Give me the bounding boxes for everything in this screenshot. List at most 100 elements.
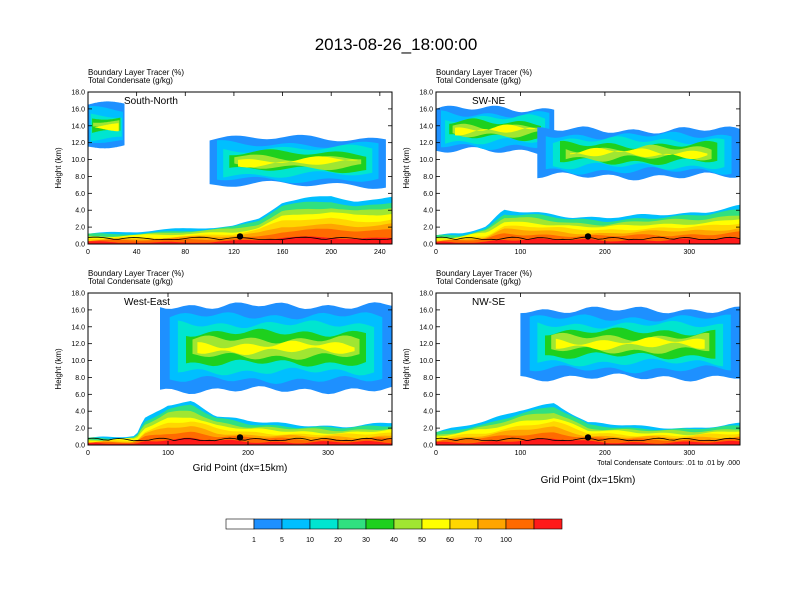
x-tick-label: 40: [133, 249, 141, 256]
x-axis-label: Grid Point (dx=15km): [541, 475, 636, 486]
y-tick-label: 8.0: [423, 375, 433, 382]
location-marker: [584, 434, 592, 441]
location-marker: [584, 233, 592, 240]
upper-layer-band: [197, 340, 355, 355]
y-tick-label: 6.0: [75, 191, 85, 198]
panel-label: South-North: [124, 96, 178, 107]
x-tick-label: 300: [322, 450, 334, 457]
colorbar-label: 20: [334, 537, 342, 544]
y-tick-label: 2.0: [75, 225, 85, 232]
y-tick-label: 10.0: [419, 358, 433, 365]
subtitle-condensate: Total Condensate (g/kg): [436, 277, 521, 286]
y-tick-label: 8.0: [75, 375, 85, 382]
colorbar-label: 10: [306, 537, 314, 544]
figure-title: 2013-08-26_18:00:00: [315, 35, 478, 54]
y-tick-label: 14.0: [71, 123, 85, 130]
y-axis-label: Height (km): [54, 348, 63, 390]
boundary-layer-band: [88, 437, 392, 445]
subtitle-condensate: Total Condensate (g/kg): [436, 76, 521, 85]
y-tick-label: 6.0: [423, 191, 433, 198]
panel-sw-ne: Boundary Layer Tracer (%)Total Condensat…: [402, 68, 741, 256]
x-tick-label: 100: [515, 249, 527, 256]
panel-nw-se: Boundary Layer Tracer (%)Total Condensat…: [402, 269, 741, 486]
y-tick-label: 18.0: [419, 90, 433, 97]
panel-label: West-East: [124, 297, 170, 308]
colorbar-swatch: [309, 518, 339, 530]
plot-area: [436, 92, 740, 244]
plot-area: [88, 293, 392, 445]
y-axis-label: Height (km): [402, 147, 411, 189]
y-tick-label: 18.0: [419, 291, 433, 298]
subtitle-tracer: Boundary Layer Tracer (%): [436, 269, 532, 278]
y-tick-label: 4.0: [423, 208, 433, 215]
plot-frame: [87, 91, 393, 245]
subtitle-tracer: Boundary Layer Tracer (%): [88, 68, 184, 77]
y-tick-label: 14.0: [71, 324, 85, 331]
colorbar-label: 5: [280, 537, 284, 544]
x-tick-label: 160: [277, 249, 289, 256]
y-tick-label: 4.0: [75, 208, 85, 215]
colorbar-swatch: [337, 518, 367, 530]
boundary-layer-band: [436, 237, 740, 244]
y-axis-label: Height (km): [402, 348, 411, 390]
x-tick-label: 300: [683, 249, 695, 256]
y-tick-label: 2.0: [423, 426, 433, 433]
y-tick-label: 10.0: [71, 358, 85, 365]
colorbar-label: 30: [362, 537, 370, 544]
x-tick-label: 200: [242, 450, 254, 457]
y-tick-label: 16.0: [71, 106, 85, 113]
y-tick-label: 16.0: [419, 106, 433, 113]
contour-note: Total Condensate Contours: .01 to .01 by…: [597, 460, 740, 467]
subtitle-tracer: Boundary Layer Tracer (%): [436, 68, 532, 77]
plot-frame: [435, 91, 741, 245]
x-tick-label: 0: [434, 450, 438, 457]
plot-frame: [435, 292, 741, 446]
plot-area: [436, 293, 740, 445]
plot-frame: [87, 292, 393, 446]
y-tick-label: 12.0: [71, 341, 85, 348]
y-tick-label: 16.0: [71, 307, 85, 314]
colorbar-label: 40: [390, 537, 398, 544]
x-tick-label: 120: [228, 249, 240, 256]
colorbar-swatch: [449, 518, 479, 530]
panel-label: NW-SE: [472, 297, 505, 308]
colorbar-label: 60: [446, 537, 454, 544]
colorbar-label: 1: [252, 537, 256, 544]
boundary-layer-band: [436, 438, 740, 445]
y-tick-label: 14.0: [419, 123, 433, 130]
y-tick-label: 10.0: [71, 157, 85, 164]
subtitle-condensate: Total Condensate (g/kg): [88, 76, 173, 85]
upper-layer-band: [238, 156, 358, 168]
panel-south-north: Boundary Layer Tracer (%)Total Condensat…: [54, 68, 393, 256]
y-tick-label: 8.0: [423, 174, 433, 181]
colorbar-swatch: [477, 518, 507, 530]
subtitle-condensate: Total Condensate (g/kg): [88, 277, 173, 286]
upper-layer-band: [93, 123, 119, 132]
y-tick-label: 4.0: [423, 409, 433, 416]
y-tick-label: 12.0: [71, 140, 85, 147]
colorbar-swatch: [281, 518, 311, 530]
y-tick-label: 0.0: [75, 443, 85, 450]
y-tick-label: 6.0: [75, 392, 85, 399]
colorbar-swatch: [393, 518, 423, 530]
colorbar-label: 100: [500, 537, 512, 544]
colorbar: 1 5 10 20 30 40 50 60 70 100: [225, 518, 563, 544]
colorbar-label: 50: [418, 537, 426, 544]
y-tick-label: 0.0: [75, 242, 85, 249]
x-tick-label: 200: [599, 450, 611, 457]
y-tick-label: 18.0: [71, 291, 85, 298]
x-tick-label: 100: [515, 450, 527, 457]
panels-group: Boundary Layer Tracer (%)Total Condensat…: [54, 68, 741, 486]
y-tick-label: 2.0: [423, 225, 433, 232]
y-tick-label: 0.0: [423, 242, 433, 249]
colorbar-swatch: [225, 518, 255, 530]
y-tick-label: 4.0: [75, 409, 85, 416]
colorbar-swatch: [533, 518, 563, 530]
upper-layer-band: [555, 337, 705, 351]
colorbar-swatch: [253, 518, 283, 530]
y-tick-label: 8.0: [75, 174, 85, 181]
y-tick-label: 14.0: [419, 324, 433, 331]
upper-layer-band: [570, 147, 708, 159]
panel-west-east: Boundary Layer Tracer (%)Total Condensat…: [54, 269, 393, 474]
